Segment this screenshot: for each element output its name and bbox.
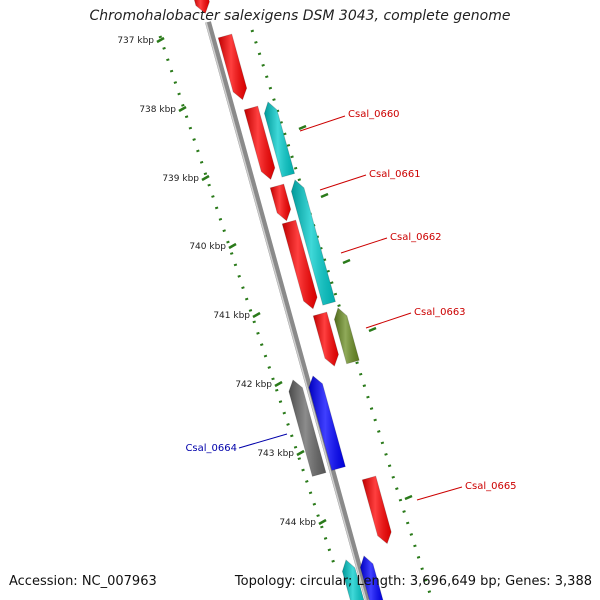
kbp-tick-label: 741 kbp (213, 311, 250, 321)
gene-label-leader (299, 115, 346, 132)
gene-arrow-red (281, 219, 318, 310)
gene-arrow-blue (308, 375, 346, 471)
gene-label-leader (319, 174, 367, 191)
gene-label[interactable]: Csal_0663 (414, 307, 466, 318)
gene-arrow-red (361, 475, 392, 545)
kbp-tick-label: 743 kbp (257, 449, 294, 459)
outer-tick-mark (320, 192, 329, 199)
kbp-ticks: 737 kbp 738 kbp 739 kbp 740 kbp 741 kbp 742 k… (117, 36, 413, 528)
gene-arrow-red (193, 0, 210, 14)
outer-tick-mark (298, 124, 307, 131)
kbp-tick-mark (156, 36, 165, 44)
gene-arrow-cyan (290, 179, 336, 306)
kbp-tick-mark (252, 311, 261, 319)
gene-arrow-red (243, 105, 276, 180)
outer-tick-mark (342, 258, 351, 265)
kbp-tick-mark (228, 242, 237, 250)
gene-arrow-cyan (263, 101, 296, 178)
map-title: Chromohalobacter salexigens DSM 3043, co… (89, 8, 511, 24)
gene-arrow-red (217, 33, 248, 101)
gene-label[interactable]: Csal_0662 (390, 232, 442, 243)
gene-label-leader (340, 237, 388, 254)
kbp-tick-label: 740 kbp (189, 242, 226, 252)
gene-label-leader (416, 486, 463, 501)
gene-label[interactable]: Csal_0665 (465, 481, 517, 492)
kbp-tick-mark (178, 105, 187, 113)
kbp-tick-label: 744 kbp (279, 518, 316, 528)
gene-arrow-gray (288, 379, 327, 477)
tick-track-inner (158, 35, 338, 571)
gene-arrow-red (312, 311, 339, 367)
kbp-tick-label: 742 kbp (235, 380, 272, 390)
genome-summary: Topology: circular; Length: 3,696,649 bp… (234, 574, 592, 589)
kbp-tick-mark (318, 518, 327, 526)
gene-arrow-red (269, 183, 292, 222)
kbp-tick-mark (201, 174, 210, 182)
genome-backbone (205, 21, 371, 600)
gene-label[interactable]: Csal_0661 (369, 169, 421, 180)
kbp-tick-label: 738 kbp (139, 105, 176, 115)
gene-labels: Csal_0660 Csal_0661 Csal_0662 Csal_0663 Csal… (185, 109, 517, 501)
kbp-tick-mark (296, 449, 305, 457)
gene-label[interactable]: Csal_0660 (348, 109, 400, 120)
kbp-tick-mark (274, 380, 283, 388)
outer-tick-mark (368, 326, 377, 333)
genome-backbone-highlight (205, 21, 367, 600)
outer-tick-mark (404, 494, 413, 501)
kbp-tick-label: 739 kbp (162, 174, 199, 184)
gene-label-leader (365, 312, 412, 329)
accession-text: Accession: NC_007963 (9, 574, 157, 589)
gene-features (193, 0, 392, 600)
kbp-tick-label: 737 kbp (117, 36, 154, 46)
gene-label-leader (238, 433, 288, 449)
gene-arrow-blue (359, 555, 384, 600)
gene-arrow-cyan (341, 559, 365, 600)
gene-label[interactable]: Csal_0664 (185, 443, 237, 454)
gene-arrow-olive (333, 307, 360, 365)
